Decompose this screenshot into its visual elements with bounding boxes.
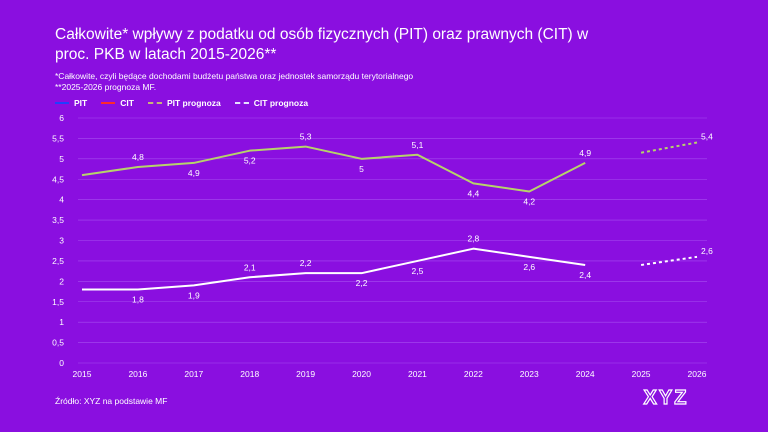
data-label-cit: 2,2 (300, 258, 312, 268)
series-line-pit-forecast (640, 141, 698, 154)
y-tick-label: 2 (59, 276, 64, 286)
source-note: Źródło: XYZ na podstawie MF (55, 396, 168, 406)
data-label-cit-forecast: 2,6 (701, 246, 713, 256)
data-label-cit: 2,5 (412, 266, 424, 276)
data-label-pit: 5,2 (244, 156, 256, 166)
y-tick-label: 1 (59, 317, 64, 327)
legend-swatch-cit (101, 102, 116, 104)
legend-swatch-cit-forecast (234, 102, 249, 104)
data-label-cit: 2,6 (523, 262, 535, 272)
y-tick-label: 2,5 (52, 256, 64, 266)
legend-item-pit-forecast: PIT prognoza (147, 98, 221, 108)
y-tick-label: 1,5 (52, 297, 64, 307)
legend-swatch-pit-forecast (147, 102, 162, 104)
x-tick-label: 2017 (184, 369, 203, 379)
data-label-pit: 4,9 (188, 168, 200, 178)
x-tick-label: 2021 (408, 369, 427, 379)
data-label-cit: 2,4 (579, 270, 591, 280)
legend-label-cit: CIT (120, 98, 134, 108)
x-tick-label: 2018 (240, 369, 259, 379)
data-label-pit: 5,3 (300, 132, 312, 142)
note-total: *Całkowite, czyli będące dochodami budże… (55, 71, 414, 81)
data-label-cit: 2,8 (467, 234, 479, 244)
legend-item-cit-forecast: CIT prognoza (234, 98, 309, 108)
x-tick-label: 2015 (73, 369, 92, 379)
data-label-pit-forecast: 5,4 (701, 132, 713, 142)
data-label-pit: 5,1 (412, 140, 424, 150)
y-tick-label: 3 (59, 236, 64, 246)
x-tick-label: 2026 (688, 369, 707, 379)
data-label-cit: 2,2 (356, 278, 368, 288)
series-line-pit (81, 145, 586, 193)
x-tick-label: 2020 (352, 369, 371, 379)
y-tick-label: 5,5 (52, 133, 64, 143)
y-tick-label: 3,5 (52, 215, 64, 225)
x-tick-label: 2025 (632, 369, 651, 379)
y-tick-label: 4,5 (52, 174, 64, 184)
data-label-pit: 5 (359, 164, 364, 174)
legend-swatch-pit (55, 102, 69, 104)
logo-text: XYZ (644, 387, 689, 408)
data-label-pit: 4,9 (579, 148, 591, 158)
x-tick-label: 2016 (128, 369, 147, 379)
legend-item-cit: CIT (101, 98, 134, 108)
y-tick-label: 0,5 (52, 338, 64, 348)
data-label-cit: 1,9 (188, 290, 200, 300)
legend-label-pit: PIT (74, 98, 88, 108)
x-tick-label: 2024 (576, 369, 595, 379)
data-label-pit: 4,2 (523, 197, 535, 207)
data-label-pit: 4,8 (132, 152, 144, 162)
note-forecast: **2025-2026 prognoza MF. (55, 82, 157, 92)
legend-label-pit-forecast: PIT prognoza (166, 98, 221, 108)
x-tick-label: 2022 (464, 369, 483, 379)
data-label-cit: 1,8 (132, 295, 144, 305)
xyz-logo: XYZ (643, 386, 689, 408)
y-tick-label: 5 (59, 154, 64, 164)
chart-title: Całkowite* wpływy z podatku od osób fizy… (55, 26, 589, 63)
legend: PIT CIT PIT prognoza CIT prognoza (55, 98, 308, 108)
legend-item-pit: PIT (55, 98, 87, 108)
data-label-cit: 2,1 (244, 262, 256, 272)
y-tick-label: 0 (59, 358, 64, 368)
x-tick-label: 2019 (296, 369, 315, 379)
chart-notes: *Całkowite, czyli będące dochodami budże… (55, 71, 655, 93)
series-line-cit (82, 247, 586, 291)
y-tick-label: 6 (59, 113, 64, 123)
y-tick-label: 4 (59, 195, 64, 205)
data-label-pit: 4,4 (467, 188, 479, 198)
legend-label-cit-forecast: CIT prognoza (253, 98, 309, 108)
x-tick-label: 2023 (520, 369, 539, 379)
